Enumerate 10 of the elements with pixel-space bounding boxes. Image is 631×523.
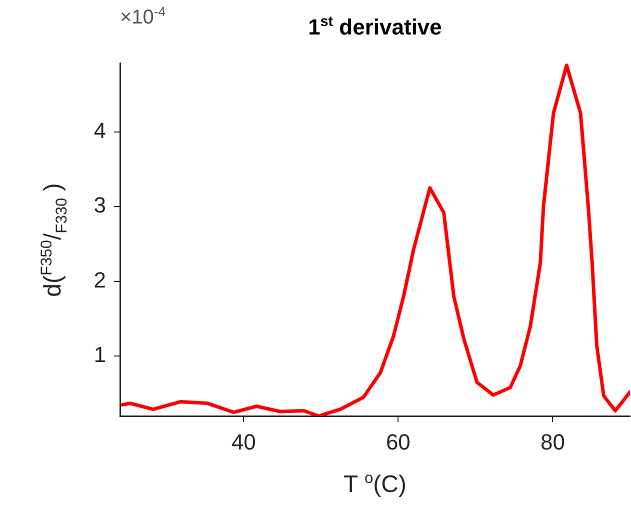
y-tick-label: 1 (94, 342, 106, 368)
text: ×10$^{-4}$ (120, 4, 166, 30)
x-tick-label: 60 (386, 429, 410, 454)
x-tick-label: 40 (231, 429, 256, 454)
y-tick-label: 3 (94, 192, 106, 218)
x-axis-title: T $^{o}$(C) (344, 470, 406, 499)
y-tick-label: 2 (94, 267, 106, 292)
y-tick-label: 4 (94, 118, 106, 143)
x-tick-label: 80 (540, 429, 565, 454)
chart-title: 1$^{st}$ derivative (308, 14, 442, 40)
